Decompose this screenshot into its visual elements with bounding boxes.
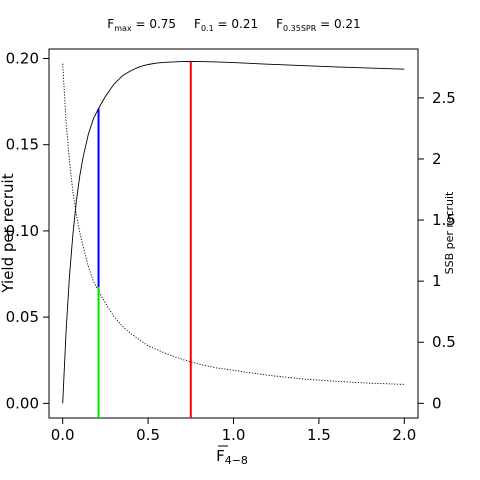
yield-per-recruit-line: [62, 60, 405, 404]
header-sub-1: 0.1: [201, 24, 214, 33]
header-sub-2: 0.35SPR: [283, 24, 317, 33]
header-label-2: F: [276, 17, 283, 31]
header-value-2: = 0.21: [316, 17, 360, 31]
y-axis-right-title: SSB per recruit: [443, 191, 456, 274]
x-axis: 0.0 0.5 1.0 1.5 2.0: [51, 418, 416, 444]
y-right-tick-label-4: 2: [432, 150, 442, 168]
series-layer: [62, 60, 405, 404]
y-right-tick-label-5: 2.5: [432, 89, 456, 107]
y-left-tick-label-3: 0.15: [6, 136, 39, 154]
y-left-tick-label-2: 0.10: [6, 222, 39, 240]
y-left-tick-label-4: 0.20: [6, 49, 39, 67]
x-tick-label-4: 2.0: [392, 426, 416, 444]
y-axis-left: 0.00 0.05 0.10 0.15 0.20: [6, 49, 49, 412]
x-axis-title: F4−8: [216, 445, 248, 467]
x-axis-title-sub: 4−8: [225, 454, 248, 467]
header-label-0: F: [107, 17, 114, 31]
header-value-0: = 0.75: [132, 17, 176, 31]
x-axis-title-text: F4−8: [216, 447, 248, 467]
header-value-1: = 0.21: [214, 17, 258, 31]
y-axis-left-title: Yield per recruit: [0, 173, 17, 293]
y-right-tick-label-2: 1: [432, 272, 442, 290]
reference-lines: [97, 61, 192, 418]
x-tick-label-2: 1.0: [222, 426, 246, 444]
x-axis-title-main: F: [216, 447, 225, 465]
x-tick-label-0: 0.0: [51, 426, 75, 444]
header-label-1: F: [194, 17, 201, 31]
header-text: Fmax = 0.75 F0.1 = 0.21 F0.35SPR = 0.21: [107, 17, 360, 33]
y-axis-right: 0 0.5 1 1.5 2 2.5: [418, 89, 456, 412]
y-right-tick-label-1: 0.5: [432, 333, 456, 351]
y-right-tick-label-3: 1.5: [432, 211, 456, 229]
ssb-per-recruit-line: [62, 63, 405, 385]
x-tick-label-3: 1.5: [307, 426, 331, 444]
plot-frame: [48, 48, 419, 419]
y-left-tick-label-0: 0.00: [6, 394, 39, 412]
y-left-tick-label-1: 0.05: [6, 308, 39, 326]
x-tick-label-1: 0.5: [136, 426, 160, 444]
header-sub-0: max: [114, 24, 132, 33]
chart-header: Fmax = 0.75 F0.1 = 0.21 F0.35SPR = 0.21: [107, 17, 360, 33]
y-right-tick-label-0: 0: [432, 394, 442, 412]
